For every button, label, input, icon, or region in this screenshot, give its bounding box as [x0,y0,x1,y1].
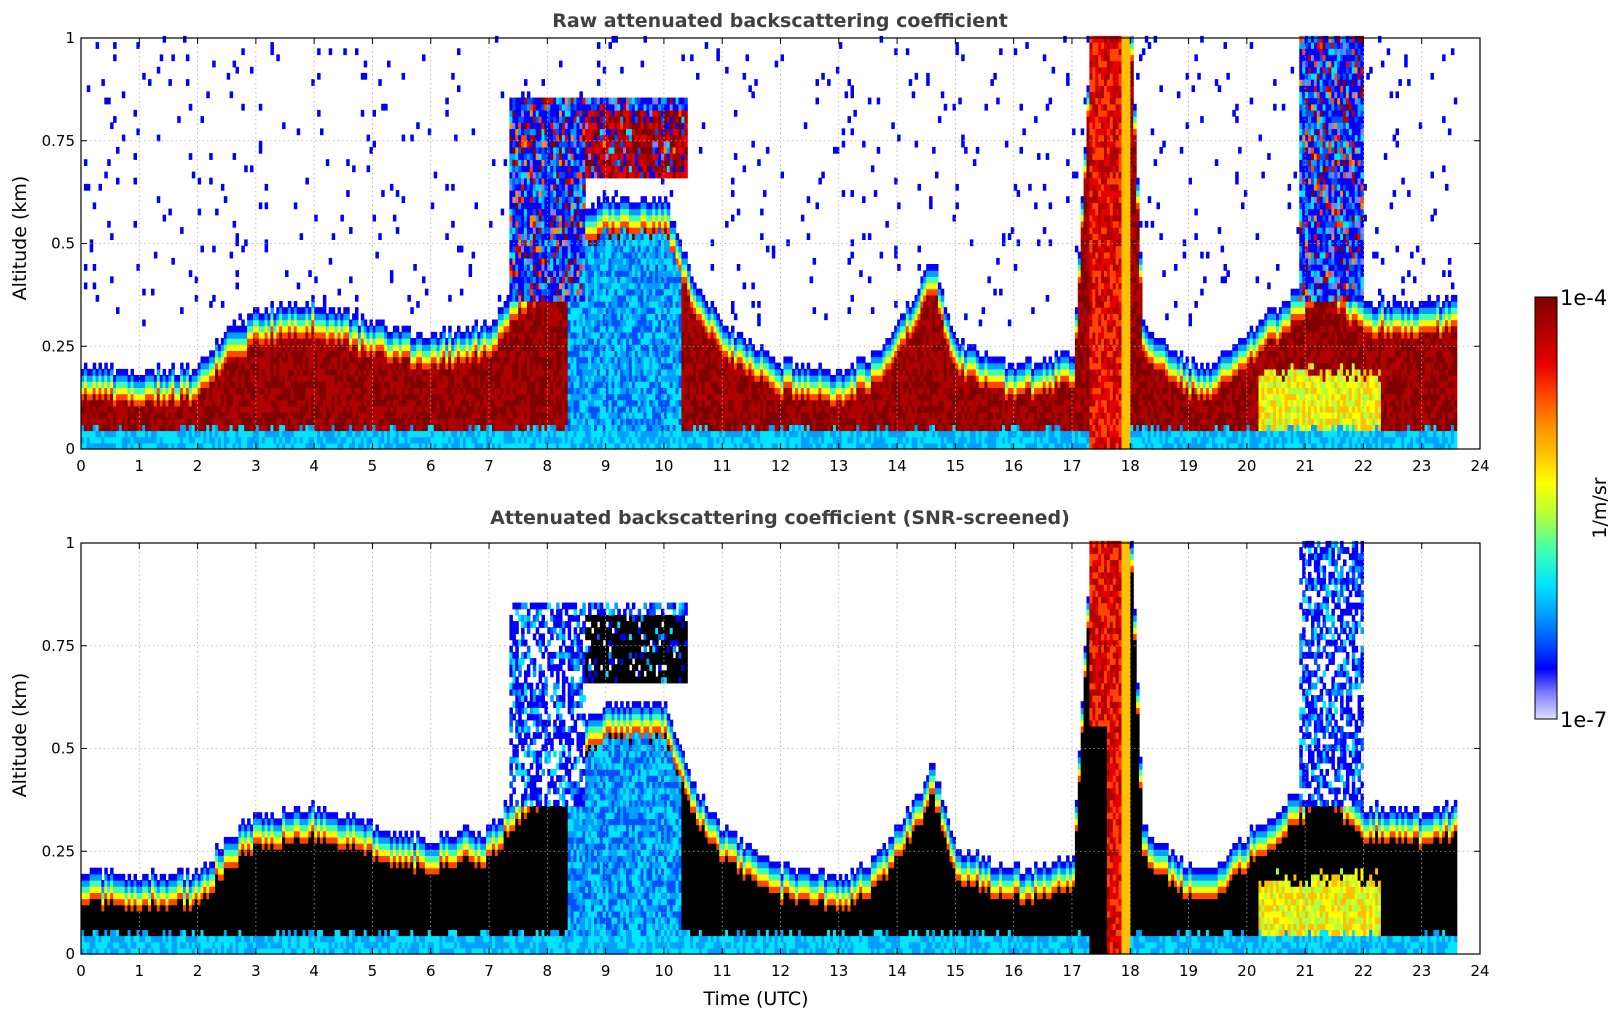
x-tick-label: 13 [829,457,848,475]
x-tick-label: 19 [1179,457,1198,475]
x-tick-label: 4 [309,457,319,475]
y-tick-label: 0 [65,945,75,963]
y-tick-label: 0.25 [42,337,75,355]
x-tick-label: 4 [309,962,319,980]
x-tick-label: 7 [484,457,494,475]
x-tick-label: 23 [1412,457,1431,475]
x-tick-label: 20 [1237,962,1256,980]
heatmap-layer [81,35,1458,450]
x-tick-label: 18 [1121,457,1140,475]
x-tick-label: 16 [1004,457,1023,475]
x-tick-label: 8 [543,457,553,475]
colorbar-max-label: 1e-4 [1560,286,1607,310]
x-tick-label: 1 [135,457,145,475]
y-axis-label: Altitude (km) [9,176,31,301]
x-tick-label: 18 [1121,962,1140,980]
y-tick-label: 0.75 [42,132,75,150]
x-tick-label: 14 [888,962,907,980]
x-tick-label: 11 [713,457,732,475]
x-tick-label: 0 [76,962,86,980]
heatmap-layer [81,540,1458,955]
x-tick-label: 20 [1237,457,1256,475]
snr-screened-panel: Attenuated backscattering coefficient (S… [9,507,1490,1010]
grid-lines [81,543,1480,954]
y-tick-label: 0.75 [42,637,75,655]
x-tick-label: 14 [888,457,907,475]
x-tick-label: 24 [1470,962,1489,980]
axis-ticks: 0 1 2 3 4 5 6 7 8 9 10 11 12 13 14 15 16 17 18 19 20 21 22 23 24… [42,29,1490,475]
colorbar: 1e-4 1e-7 1/m/sr [1534,286,1611,732]
x-tick-label: 3 [251,962,261,980]
x-tick-label: 16 [1004,962,1023,980]
x-axis-label: Time (UTC) [702,988,808,1010]
y-tick-label: 0.5 [51,235,75,253]
x-tick-label: 8 [543,962,553,980]
x-tick-label: 11 [713,962,732,980]
x-tick-label: 0 [76,457,86,475]
grid-lines [81,38,1480,449]
y-tick-label: 1 [65,534,75,552]
x-tick-label: 1 [135,962,145,980]
x-tick-label: 22 [1354,962,1373,980]
x-tick-label: 5 [368,962,378,980]
x-tick-label: 12 [771,457,790,475]
x-tick-label: 2 [193,457,203,475]
y-tick-label: 0 [65,440,75,458]
axis-ticks: 0 1 2 3 4 5 6 7 8 9 10 11 12 13 14 15 16 17 18 19 20 21 22 23 24… [42,534,1490,980]
x-tick-label: 5 [368,457,378,475]
x-tick-label: 9 [601,962,611,980]
x-tick-label: 13 [829,962,848,980]
x-tick-label: 15 [946,457,965,475]
colorbar-unit-label: 1/m/sr [1589,477,1611,538]
x-tick-label: 2 [193,962,203,980]
x-tick-label: 19 [1179,962,1198,980]
y-tick-label: 0.5 [51,740,75,758]
colorbar-min-label: 1e-7 [1560,708,1607,732]
x-tick-label: 9 [601,457,611,475]
x-tick-label: 6 [426,457,436,475]
x-tick-label: 17 [1062,457,1081,475]
x-tick-label: 10 [654,457,673,475]
x-tick-label: 6 [426,962,436,980]
x-tick-label: 22 [1354,457,1373,475]
chart-title: Attenuated backscattering coefficient (S… [490,507,1070,529]
x-tick-label: 21 [1296,457,1315,475]
y-tick-label: 1 [65,29,75,47]
x-tick-label: 23 [1412,962,1431,980]
x-tick-label: 10 [654,962,673,980]
x-tick-label: 15 [946,962,965,980]
y-axis-label: Altitude (km) [9,673,31,798]
x-tick-label: 24 [1470,457,1489,475]
y-tick-label: 0.25 [42,842,75,860]
raw-backscatter-panel: Raw attenuated backscattering coefficien… [9,10,1490,475]
x-tick-label: 3 [251,457,261,475]
chart-title: Raw attenuated backscattering coefficien… [552,10,1008,32]
x-tick-label: 21 [1296,962,1315,980]
x-tick-label: 17 [1062,962,1081,980]
x-tick-label: 7 [484,962,494,980]
x-tick-label: 12 [771,962,790,980]
colorbar-gradient [1534,296,1558,720]
